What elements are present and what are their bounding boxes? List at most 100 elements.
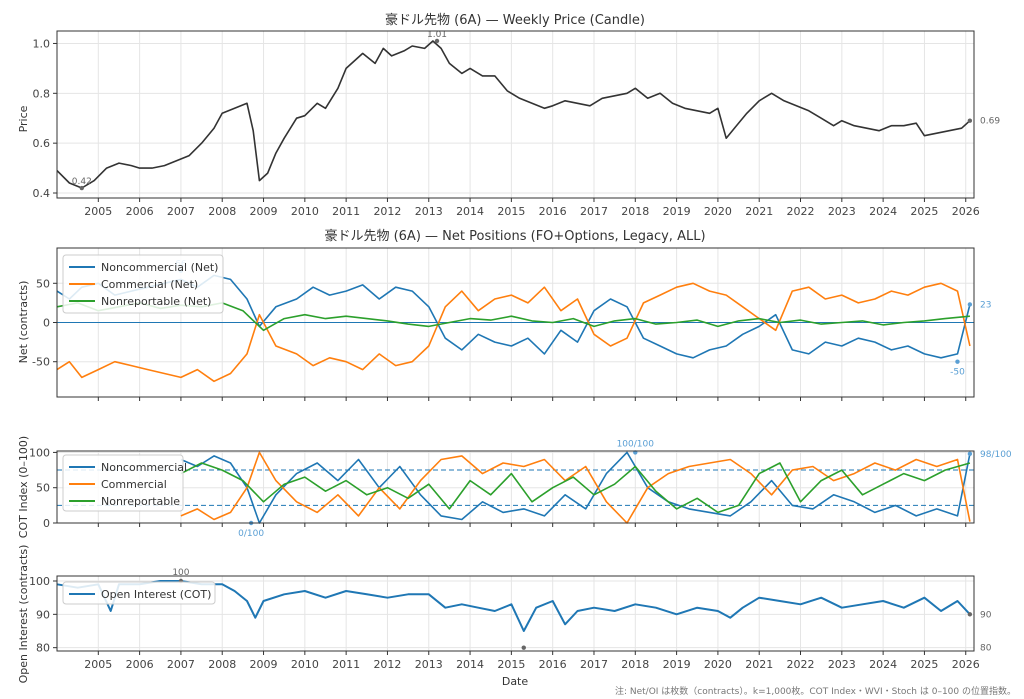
legend-entry: Noncommercial (101, 461, 187, 474)
net-ylabel: Net (contracts) (17, 281, 30, 364)
y-tick-label: 1.0 (33, 37, 51, 50)
x-tick-label: 2015 (497, 658, 525, 671)
annotation-label: 98/100 (980, 450, 1012, 460)
annotation-marker (521, 645, 526, 650)
oi-frame (56, 575, 975, 652)
x-tick-label: 2009 (250, 205, 278, 218)
annotation-marker (967, 612, 973, 617)
y-tick-label: -50 (32, 356, 50, 369)
cot-panel: COT Index (0–100) 0 50 100 100/100 98/100 0/… (17, 436, 1012, 539)
legend-entry: Open Interest (COT) (101, 588, 211, 601)
x-tick-label: 2016 (539, 205, 567, 218)
y-tick-label: 100 (29, 575, 50, 588)
x-tick-label: 2025 (910, 205, 938, 218)
cot-frame (56, 450, 975, 524)
x-tick-label: 2008 (208, 658, 236, 671)
x-tick-label: 2024 (869, 205, 897, 218)
annotation-label: 23 (980, 300, 991, 310)
annotation-marker (967, 118, 973, 123)
x-axis-label: Date (502, 675, 529, 688)
annotation-marker (434, 38, 440, 44)
x-tick-label: 2023 (828, 205, 856, 218)
y-tick-label: 0 (43, 317, 50, 330)
x-tick-label: 2022 (787, 205, 815, 218)
x-tick-label: 2018 (621, 658, 649, 671)
x-tick-label: 2019 (663, 205, 691, 218)
x-tick-label: 2005 (84, 205, 112, 218)
series-line-commercial-net- (56, 282, 971, 383)
annotation-label: 1.01 (427, 30, 447, 40)
series-line-noncommercial (180, 451, 971, 524)
x-tick-label: 2010 (291, 658, 319, 671)
footnote: 注: Net/OI は枚数（contracts）。k=1,000枚。COT In… (615, 685, 1016, 697)
oi-panel: Open Interest (contracts) 80 90 100 2005 20… (17, 545, 992, 688)
x-tick-label: 2025 (910, 658, 938, 671)
x-tick-label: 2026 (952, 205, 980, 218)
price-ylabel: Price (17, 105, 30, 132)
series-line-price (56, 40, 971, 189)
x-tick-label: 2011 (332, 658, 360, 671)
x-tick-label: 2021 (745, 205, 773, 218)
x-tick-label: 2012 (373, 205, 401, 218)
x-tick-label: 2014 (456, 205, 484, 218)
x-tick-label: 2010 (291, 205, 319, 218)
annotation-marker (967, 451, 973, 457)
x-tick-label: 2014 (456, 658, 484, 671)
x-tick-label: 2022 (787, 658, 815, 671)
x-tick-label: 2017 (580, 205, 608, 218)
net-panel: 豪ドル先物 (6A) — Net Positions (FO+Options, … (17, 228, 991, 401)
y-tick-label: 0.4 (33, 187, 51, 200)
oi-ylabel: Open Interest (contracts) (17, 545, 30, 684)
legend-box (62, 454, 184, 512)
price-title: 豪ドル先物 (6A) — Weekly Price (Candle) (385, 12, 645, 28)
x-tick-label: 2021 (745, 658, 773, 671)
annotation-label: 100 (172, 568, 189, 578)
x-tick-label: 2011 (332, 205, 360, 218)
x-tick-label: 2006 (126, 205, 154, 218)
annotation-label: 0/100 (238, 529, 264, 539)
x-tick-label: 2017 (580, 658, 608, 671)
x-tick-label: 2013 (415, 205, 443, 218)
legend-box (62, 254, 224, 314)
y-tick-label: 100 (29, 446, 50, 459)
legend-box (62, 581, 216, 605)
y-tick-label: 50 (36, 277, 50, 290)
legend-entry: Commercial (Net) (101, 278, 198, 291)
x-tick-label: 2005 (84, 658, 112, 671)
x-tick-label: 2024 (869, 658, 897, 671)
x-tick-label: 2018 (621, 205, 649, 218)
legend-entry: Noncommercial (Net) (101, 261, 218, 274)
annotation-label: 100/100 (617, 439, 655, 449)
x-tick-label: 2009 (250, 658, 278, 671)
net-title: 豪ドル先物 (6A) — Net Positions (FO+Options, … (324, 228, 705, 244)
legend-entry: Commercial (101, 478, 167, 491)
legend-entry: Nonreportable (Net) (101, 295, 211, 308)
annotation-label: 0.42 (72, 177, 92, 187)
y-tick-label: 0 (43, 517, 50, 530)
y-tick-label: 90 (36, 608, 50, 621)
x-tick-label: 2007 (167, 205, 195, 218)
legend-entry: Nonreportable (101, 495, 180, 508)
annotation-marker (955, 359, 960, 364)
annotation-label: -50 (950, 368, 965, 378)
price-panel: 豪ドル先物 (6A) — Weekly Price (Candle) Price… (17, 12, 1000, 218)
annotation-marker (79, 185, 84, 191)
annotation-marker (967, 302, 973, 307)
x-tick-label: 2015 (497, 205, 525, 218)
y-tick-label: 80 (36, 642, 50, 655)
x-tick-label: 2020 (704, 658, 732, 671)
annotation-label: 0.69 (980, 117, 1000, 127)
annotation-label: 90 (980, 610, 992, 620)
y-tick-label: 50 (36, 482, 50, 495)
annotation-label: 80 (980, 644, 992, 654)
x-tick-label: 2026 (952, 658, 980, 671)
series-line-nonreportable (180, 462, 971, 514)
x-tick-label: 2006 (126, 658, 154, 671)
x-tick-label: 2012 (373, 658, 401, 671)
y-tick-label: 0.6 (33, 137, 51, 150)
x-tick-label: 2008 (208, 205, 236, 218)
cot-ylabel: COT Index (0–100) (17, 436, 30, 538)
x-tick-label: 2023 (828, 658, 856, 671)
y-tick-label: 0.8 (33, 87, 51, 100)
